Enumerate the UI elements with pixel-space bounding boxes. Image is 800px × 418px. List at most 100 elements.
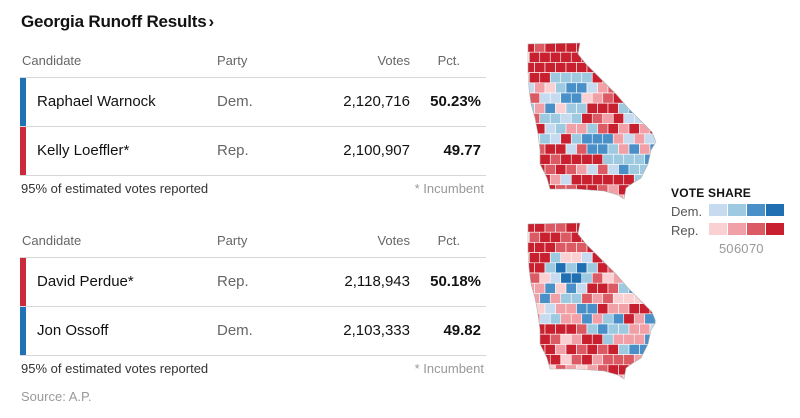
county-cell <box>528 123 535 135</box>
county-cell <box>597 364 609 376</box>
party-color-bar <box>20 78 26 126</box>
county-cell <box>565 364 577 376</box>
county-cell <box>539 272 551 284</box>
county-cell <box>644 252 656 264</box>
county-cell <box>623 72 635 84</box>
county-cell <box>576 43 588 53</box>
county-cell <box>565 143 577 155</box>
chevron-right-icon: › <box>208 12 214 31</box>
county-cell <box>544 323 556 335</box>
county-cell <box>623 231 635 243</box>
county-cell <box>602 174 614 186</box>
candidate-pct: 49.82 <box>443 322 481 339</box>
page-title[interactable]: Georgia Runoff Results › <box>21 12 214 32</box>
col-party: Party <box>217 233 248 248</box>
county-cell <box>586 323 598 335</box>
county-cell <box>597 43 609 53</box>
county-cell <box>628 164 640 175</box>
county-cell <box>544 364 556 376</box>
county-cell <box>570 92 583 104</box>
county-cell <box>581 113 593 124</box>
county-cell <box>639 344 651 355</box>
county-cell <box>560 272 572 284</box>
county-cell <box>560 92 572 104</box>
county-cell <box>560 354 572 366</box>
county-cell <box>586 43 598 53</box>
county-cell <box>591 153 604 165</box>
county-cell <box>560 313 572 325</box>
table-row: Kelly Loeffler* Rep. 2,100,907 49.77 <box>20 127 486 176</box>
county-cell <box>581 153 593 165</box>
party-color-bar <box>20 307 26 355</box>
county-cell <box>654 51 656 63</box>
county-cell <box>555 164 567 175</box>
county-cell <box>549 153 562 165</box>
county-cell <box>549 252 562 264</box>
county-cell <box>661 324 663 334</box>
table-row: Jon Ossoff Dem. 2,103,333 49.82 <box>20 307 486 356</box>
county-cell <box>649 282 656 294</box>
county-cell <box>586 282 598 294</box>
county-cell <box>539 293 551 304</box>
county-cell <box>560 293 572 304</box>
county-cell <box>555 82 567 94</box>
county-cell <box>654 174 656 186</box>
county-cell <box>586 123 598 135</box>
candidate-party: Dem. <box>217 93 253 110</box>
county-cell <box>549 313 562 325</box>
county-cell <box>633 51 646 63</box>
county-cell <box>597 303 609 315</box>
county-cell <box>528 333 541 345</box>
county-cell <box>639 143 651 155</box>
candidate-name: Raphael Warnock <box>37 93 156 110</box>
county-cell <box>586 82 598 94</box>
county-cell <box>644 113 656 124</box>
county-cell <box>628 43 640 53</box>
county-cell <box>612 333 625 345</box>
county-cell <box>539 252 551 264</box>
county-cell <box>628 262 640 274</box>
county-cell <box>576 102 588 114</box>
county-cell <box>591 113 604 124</box>
county-cell <box>602 231 614 243</box>
county-cell <box>618 223 630 233</box>
county-cell <box>612 51 625 63</box>
county-cell <box>654 92 656 104</box>
county-cell <box>644 374 656 379</box>
county-cell <box>661 103 663 113</box>
county-cell <box>612 133 625 145</box>
county-cell <box>528 364 535 376</box>
county-cell <box>649 364 656 376</box>
county-cell <box>539 374 551 379</box>
county-cell <box>555 143 567 155</box>
county-cell <box>661 164 663 174</box>
legend-swatch <box>709 223 727 235</box>
county-cell <box>544 143 556 155</box>
county-cell <box>623 194 635 199</box>
county-cell <box>581 174 593 186</box>
county-cell <box>591 133 604 145</box>
county-cell <box>633 194 646 199</box>
party-color-bar <box>20 127 26 175</box>
county-cell <box>576 323 588 335</box>
county-cell <box>654 333 656 345</box>
county-cell <box>555 282 567 294</box>
col-votes: Votes <box>377 53 410 68</box>
county-cell <box>644 354 656 366</box>
county-cell <box>654 113 656 124</box>
county-cell <box>576 303 588 315</box>
county-cell <box>612 153 625 165</box>
incumbent-note: * Incumbent <box>414 361 484 376</box>
county-map-warnock-loeffler[interactable] <box>520 42 662 202</box>
county-cell <box>576 262 588 274</box>
county-cell <box>607 323 619 335</box>
county-cell <box>597 282 609 294</box>
county-cell <box>570 174 583 186</box>
county-cell <box>618 303 630 315</box>
county-cell <box>570 194 583 199</box>
county-cell <box>602 194 614 199</box>
vote-share-legend: VOTE SHARE Dem. Rep. 50 60 70 <box>671 186 791 257</box>
county-cell <box>628 223 640 233</box>
county-map-perdue-ossoff[interactable] <box>520 222 662 382</box>
county-cell <box>591 231 604 243</box>
